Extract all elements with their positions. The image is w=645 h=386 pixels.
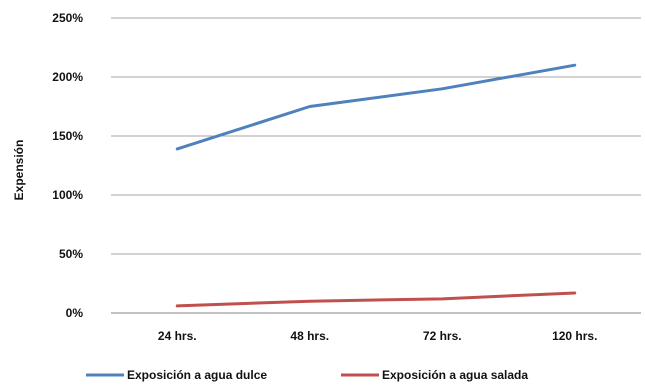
legend: Exposición a agua dulce Exposición a agua…	[86, 368, 528, 382]
x-tick-label: 24 hrs.	[158, 329, 197, 343]
x-tick-label: 72 hrs.	[423, 329, 462, 343]
y-tick-label: 50%	[59, 247, 83, 261]
x-tick-label: 120 hrs.	[552, 329, 597, 343]
y-tick-label: 100%	[52, 188, 83, 202]
x-tick-labels: 24 hrs. 48 hrs. 72 hrs. 120 hrs.	[158, 329, 598, 343]
y-tick-label: 200%	[52, 70, 83, 84]
legend-label-1: Exposición a agua dulce	[127, 368, 267, 382]
y-tick-label: 250%	[52, 11, 83, 25]
series-line-2	[175, 291, 577, 308]
x-tick-label: 48 hrs.	[290, 329, 329, 343]
series-lines	[175, 63, 577, 308]
y-tick-label: 0%	[66, 306, 84, 320]
gridlines	[111, 17, 641, 314]
y-axis-label: Expensión	[12, 140, 26, 201]
y-tick-labels: 0% 50% 100% 150% 200% 250%	[52, 11, 83, 320]
legend-label-2: Exposición a agua salada	[382, 368, 528, 382]
y-tick-label: 150%	[52, 129, 83, 143]
series-line-1	[175, 63, 577, 151]
